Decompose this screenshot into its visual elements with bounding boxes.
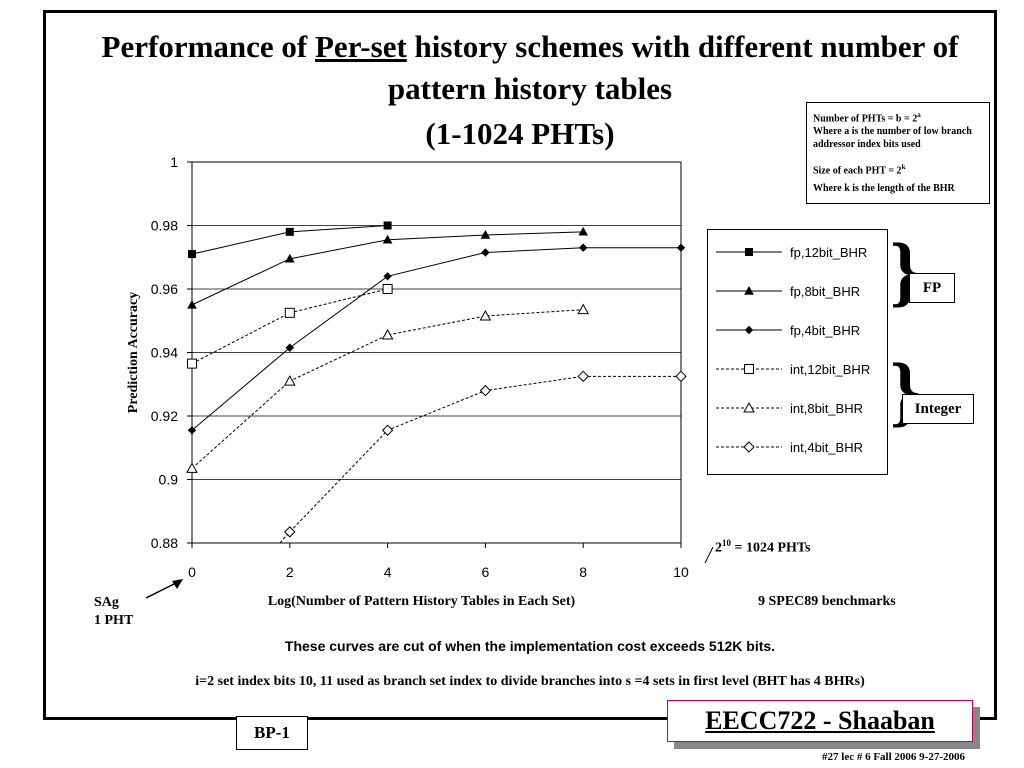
legend-entry: int,8bit_BHR (790, 401, 863, 416)
data-point (283, 375, 296, 386)
note-line-4: Where k is the length of the BHR (813, 182, 955, 194)
pht-note-box: Number of PHTs = b = 2a Where a is the n… (806, 102, 990, 204)
y-tick-label: 0.94 (151, 345, 178, 361)
data-point (675, 370, 687, 383)
data-point (187, 358, 197, 369)
x-tick-label: 6 (482, 564, 490, 580)
data-point (284, 526, 296, 538)
data-point (284, 253, 295, 263)
legend-marker (744, 285, 754, 295)
data-point (480, 229, 491, 239)
data-point (187, 426, 197, 435)
data-point (381, 424, 394, 436)
data-point (383, 221, 392, 230)
fp-group-label: FP (909, 273, 955, 303)
legend-entry: fp,4bit_BHR (790, 323, 860, 338)
legend-entry: fp,12bit_BHR (790, 245, 867, 260)
data-point (188, 250, 196, 259)
x-tick-label: 4 (384, 564, 392, 580)
course-brand: EECC722 - Shaaban (667, 700, 973, 742)
data-point (382, 284, 393, 294)
y-tick-label: 0.88 (151, 535, 178, 551)
y-axis-label: Prediction Accuracy (126, 292, 141, 413)
slide-footer: #27 lec # 6 Fall 2006 9-27-2006 (822, 751, 965, 763)
one-pht-label: 1 PHT (94, 613, 134, 628)
data-point (577, 303, 590, 315)
x-tick-label: 0 (188, 564, 196, 580)
slide-frame (43, 10, 997, 720)
x-tick-label: 10 (673, 564, 689, 580)
legend-marker (743, 401, 755, 413)
x-tick-label: 8 (579, 564, 587, 580)
data-point (381, 329, 394, 340)
note-line-2: Where a is the number of low branch addr… (813, 126, 972, 151)
slide-subtitle: (1-1024 PHTs) (425, 116, 615, 151)
y-tick-label: 0.96 (151, 281, 178, 297)
legend-marker (745, 248, 753, 256)
series-line-int-8bit-bhr (191, 309, 584, 469)
legend-items: fp,12bit_BHR fp,8bit_BHR fp,4bit_BHR int,12… (716, 245, 870, 455)
legend-marker (743, 441, 755, 453)
data-point (578, 243, 588, 252)
x-axis-label: Log(Number of Pattern History Tables in … (268, 594, 576, 609)
sag-label: SAg (94, 595, 119, 610)
data-point (479, 309, 492, 321)
title-underlined-term: Per-set (315, 29, 407, 64)
y-tick-label: 0.92 (151, 408, 178, 424)
data-point (284, 307, 295, 318)
benchmarks-label: 9 SPEC89 benchmarks (758, 594, 896, 609)
set-index-caption: i=2 set index bits 10, 11 used as branch… (195, 674, 865, 689)
slide-title: Performance of Per-set history schemes w… (101, 29, 959, 106)
note-line-1: Number of PHTs = b = 2a (813, 111, 921, 125)
pht-1024-annotation: 210 = 1024 PHTs (715, 538, 811, 556)
legend-entry: int,4bit_BHR (790, 440, 863, 455)
y-tick-label: 0.98 (151, 218, 178, 234)
y-tick-label: 0.9 (159, 472, 179, 488)
data-point (481, 248, 490, 257)
chart-legend: fp,12bit_BHR fp,8bit_BHR fp,4bit_BHR int,12… (707, 229, 888, 475)
cost-caption: These curves are cut of when the impleme… (284, 638, 776, 654)
integer-group-label: Integer (902, 394, 974, 424)
data-point (187, 299, 197, 309)
series-line-fp-4bit-bhr (191, 247, 681, 431)
data-point (285, 227, 294, 236)
y-tick-label: 1 (170, 154, 178, 170)
data-point (577, 370, 589, 383)
data-point (186, 462, 198, 473)
data-point (676, 243, 686, 252)
bp-label: BP-1 (236, 716, 308, 750)
legend-marker (744, 364, 754, 374)
x-tick-label: 2 (286, 564, 294, 580)
legend-marker (744, 325, 754, 335)
data-point (479, 384, 492, 397)
data-point (578, 226, 589, 236)
data-point (382, 234, 393, 244)
note-line-3: Size of each PHT = 2k (813, 163, 906, 177)
legend-entry: int,12bit_BHR (790, 362, 870, 377)
legend-entry: fp,8bit_BHR (790, 284, 860, 299)
data-point (383, 272, 392, 281)
data-point (285, 343, 295, 352)
